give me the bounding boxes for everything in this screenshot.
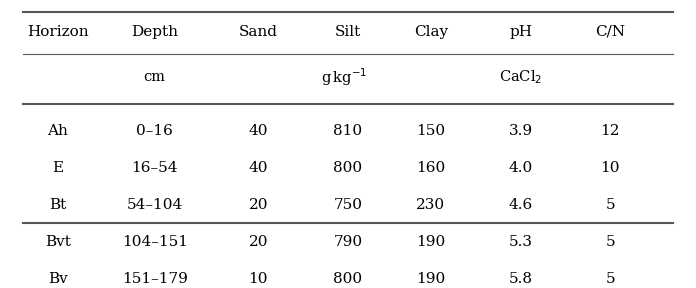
Text: 190: 190 (416, 272, 445, 286)
Text: 3.9: 3.9 (509, 124, 532, 138)
Text: 190: 190 (416, 235, 445, 249)
Text: 16–54: 16–54 (132, 161, 178, 175)
Text: 0–16: 0–16 (136, 124, 173, 138)
Text: Bvt: Bvt (45, 235, 71, 249)
Text: 160: 160 (416, 161, 445, 175)
Text: E: E (52, 161, 63, 175)
Text: Bt: Bt (49, 198, 67, 212)
Text: 40: 40 (248, 161, 268, 175)
Text: 750: 750 (333, 198, 363, 212)
Text: 5.3: 5.3 (509, 235, 532, 249)
Text: Depth: Depth (131, 25, 178, 39)
Text: 20: 20 (248, 235, 268, 249)
Text: 5.8: 5.8 (509, 272, 532, 286)
Text: 5: 5 (606, 235, 615, 249)
Text: 151–179: 151–179 (122, 272, 188, 286)
Text: CaCl$_2$: CaCl$_2$ (499, 68, 542, 86)
Text: Clay: Clay (414, 25, 448, 39)
Text: g$\,$kg$^{-1}$: g$\,$kg$^{-1}$ (322, 66, 367, 88)
Text: Ah: Ah (47, 124, 68, 138)
Text: 20: 20 (248, 198, 268, 212)
Text: Horizon: Horizon (27, 25, 89, 39)
Text: 810: 810 (333, 124, 363, 138)
Text: 800: 800 (333, 272, 363, 286)
Text: Silt: Silt (335, 25, 361, 39)
Text: 40: 40 (248, 124, 268, 138)
Text: 5: 5 (606, 198, 615, 212)
Text: 104–151: 104–151 (122, 235, 188, 249)
Text: 4.6: 4.6 (509, 198, 532, 212)
Text: 12: 12 (601, 124, 620, 138)
Text: 150: 150 (416, 124, 445, 138)
Text: 5: 5 (606, 272, 615, 286)
Text: 4.0: 4.0 (509, 161, 532, 175)
Text: 800: 800 (333, 161, 363, 175)
Text: 10: 10 (601, 161, 620, 175)
Text: Sand: Sand (239, 25, 278, 39)
Text: 230: 230 (416, 198, 445, 212)
Text: 790: 790 (333, 235, 363, 249)
Text: pH: pH (509, 25, 532, 39)
Text: cm: cm (143, 70, 166, 84)
Text: Bv: Bv (48, 272, 68, 286)
Text: 54–104: 54–104 (127, 198, 183, 212)
Text: 10: 10 (248, 272, 268, 286)
Text: C/N: C/N (595, 25, 626, 39)
